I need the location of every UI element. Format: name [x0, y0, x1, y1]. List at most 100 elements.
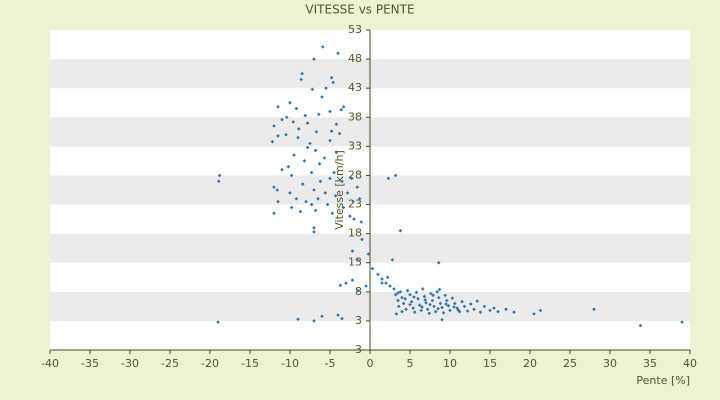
point	[276, 105, 280, 109]
point	[380, 277, 384, 281]
point	[452, 305, 456, 309]
point	[216, 320, 220, 324]
point	[393, 292, 398, 297]
point	[448, 308, 452, 313]
point	[417, 303, 422, 307]
point	[320, 314, 324, 319]
point	[437, 295, 441, 300]
point	[412, 295, 416, 299]
point	[334, 150, 339, 154]
y-axis-label: Vitesse [km/h]	[333, 150, 346, 230]
point	[638, 323, 643, 328]
point	[328, 176, 332, 181]
point	[419, 308, 423, 313]
point	[312, 319, 316, 323]
point	[344, 281, 348, 285]
x-tick-label: 15	[483, 357, 497, 370]
point	[341, 205, 346, 210]
point	[272, 185, 276, 189]
point	[284, 132, 288, 137]
point	[421, 287, 425, 291]
point	[405, 288, 410, 293]
point	[341, 105, 346, 109]
x-tick-label: 0	[367, 357, 374, 370]
point	[437, 260, 441, 265]
point	[366, 252, 371, 256]
point	[388, 284, 392, 288]
y-tick-label: 33	[348, 139, 362, 152]
point	[394, 312, 399, 316]
point	[472, 307, 476, 312]
point	[349, 176, 354, 181]
point	[403, 297, 407, 301]
point	[308, 141, 312, 146]
point	[296, 135, 300, 140]
point	[680, 320, 684, 324]
point	[425, 307, 430, 312]
point	[280, 167, 284, 172]
y-tick-label: 13	[348, 256, 362, 269]
point	[309, 202, 314, 207]
point	[398, 290, 403, 294]
point	[321, 45, 325, 49]
x-tick-label: -10	[281, 357, 299, 370]
point	[292, 153, 296, 157]
point	[336, 313, 340, 317]
point	[217, 173, 222, 178]
point	[348, 214, 352, 218]
point	[272, 211, 276, 216]
point	[413, 310, 417, 314]
point	[465, 309, 470, 313]
point	[303, 113, 307, 118]
y-tick-label: 28	[348, 168, 362, 181]
chart-title: VITESSE vs PENTE	[305, 3, 414, 17]
point	[398, 228, 403, 233]
point	[357, 196, 362, 201]
y-tick-label: 3	[355, 314, 362, 327]
point	[408, 302, 412, 307]
point	[351, 199, 355, 204]
x-tick-label: -20	[201, 357, 219, 370]
point	[462, 304, 467, 309]
point	[441, 310, 446, 315]
point	[436, 306, 440, 311]
point	[444, 302, 448, 306]
point	[276, 134, 280, 138]
point	[328, 138, 332, 143]
point	[299, 77, 303, 82]
point	[302, 159, 307, 163]
point	[304, 199, 308, 204]
point	[475, 299, 479, 303]
point	[356, 288, 360, 293]
point	[492, 306, 496, 310]
point	[355, 185, 359, 189]
y-tick-label: 38	[348, 110, 362, 123]
point	[328, 109, 332, 114]
point	[296, 317, 300, 321]
point	[305, 121, 310, 125]
point	[289, 205, 294, 210]
point	[460, 299, 464, 304]
point	[411, 306, 415, 310]
y-tick-label: 53	[348, 23, 362, 36]
point	[420, 305, 424, 309]
point	[313, 148, 318, 153]
x-tick-label: -35	[81, 357, 99, 370]
point	[329, 75, 334, 80]
point	[400, 309, 404, 314]
point	[291, 120, 295, 124]
point	[445, 298, 449, 303]
point	[325, 202, 330, 207]
point	[404, 307, 408, 312]
point	[297, 127, 301, 131]
point	[397, 304, 401, 309]
point	[313, 208, 318, 213]
point	[288, 100, 292, 105]
point	[330, 211, 335, 216]
point	[280, 117, 284, 122]
point	[294, 106, 299, 111]
point	[400, 295, 404, 300]
point	[456, 308, 460, 312]
point	[428, 302, 432, 307]
point	[396, 298, 400, 303]
